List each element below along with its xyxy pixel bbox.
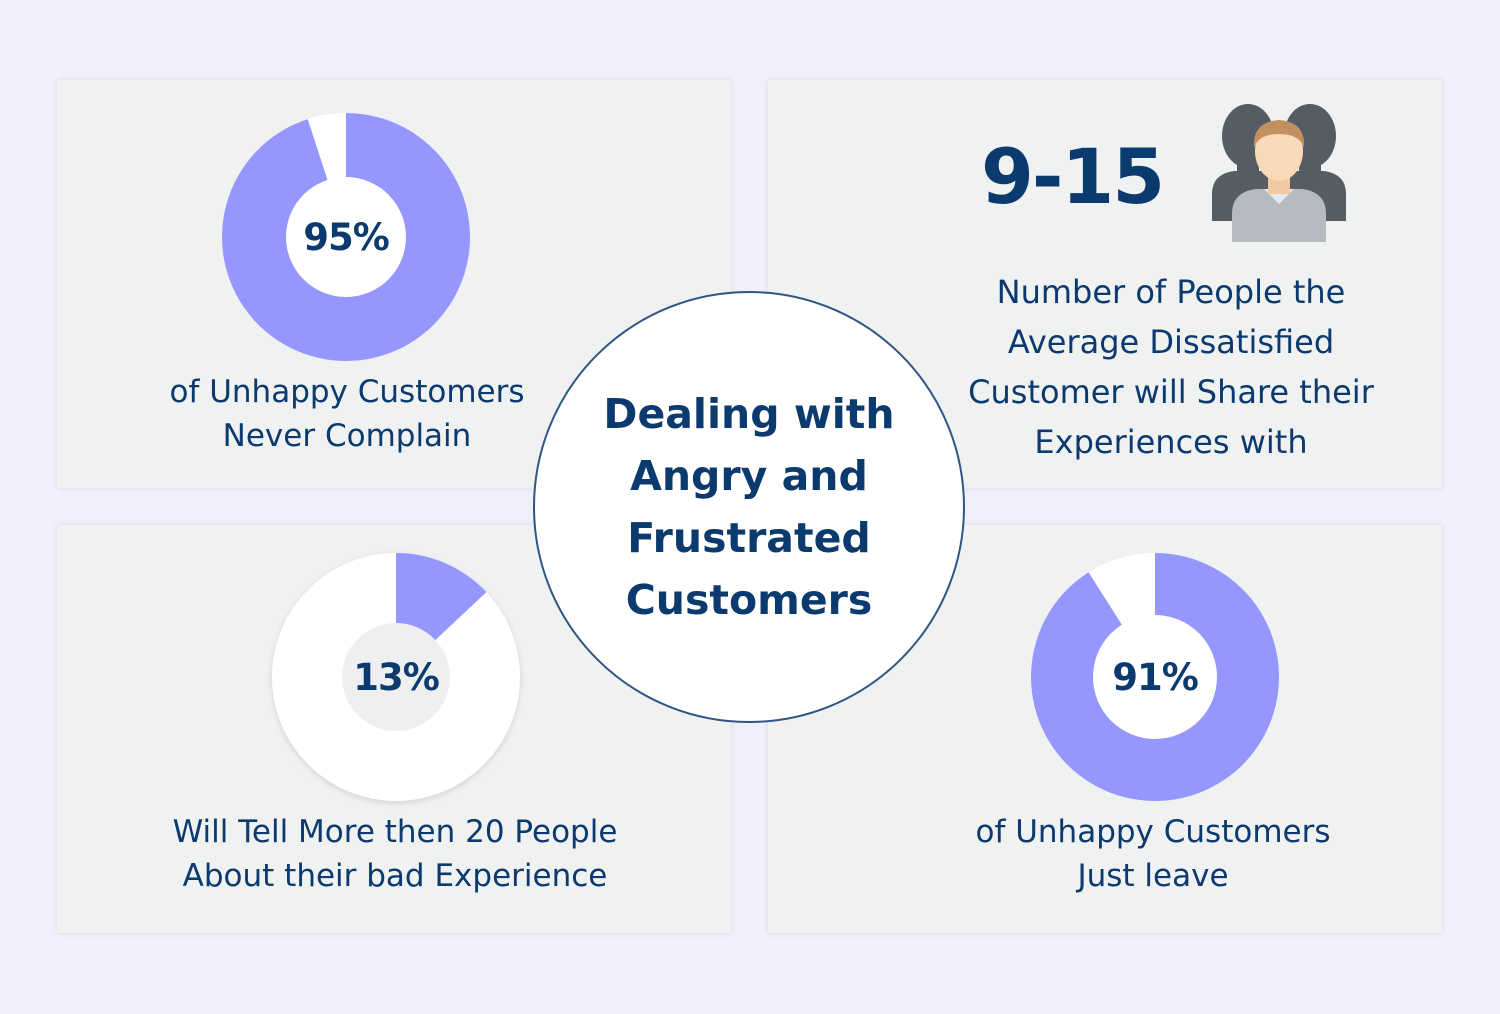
donut-chart-tell-20: 13% <box>271 552 521 802</box>
center-title-circle: Dealing with Angry and Frustrated Custom… <box>533 291 965 723</box>
stat-caption: Number of People the Average Dissatisfie… <box>968 273 1374 461</box>
people-icon <box>1212 104 1346 242</box>
infographic-title: Dealing with Angry and Frustrated Custom… <box>603 390 895 624</box>
stat-caption: of Unhappy Customers Just leave <box>975 814 1331 894</box>
donut-chart-just-leave: 91% <box>1030 552 1280 802</box>
range-value: 9-15 <box>981 132 1165 221</box>
stat-caption: Will Tell More then 20 People About thei… <box>172 814 618 894</box>
percentage-label: 95% <box>303 215 390 259</box>
donut-chart-never-complain: 95% <box>221 112 471 362</box>
stat-caption: of Unhappy Customers Never Complain <box>169 374 525 454</box>
donut-hole <box>342 623 450 731</box>
percentage-label: 13% <box>353 655 440 699</box>
donut-hole <box>1093 615 1217 739</box>
stat-panel-tell-20: 13% Will Tell More then 20 People About … <box>57 525 731 933</box>
stat-panel-never-complain: 95% of Unhappy Customers Never Complain <box>57 80 731 488</box>
percentage-label: 91% <box>1112 655 1199 699</box>
donut-hole <box>286 177 406 297</box>
